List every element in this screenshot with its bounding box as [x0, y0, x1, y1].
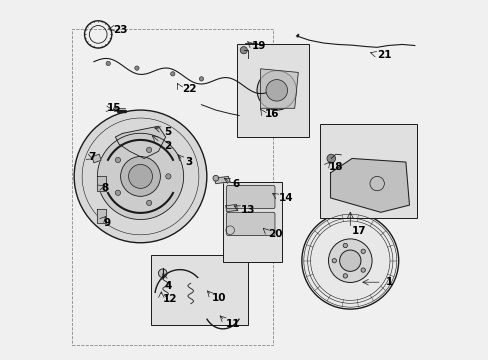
Circle shape — [146, 200, 151, 206]
Text: 17: 17 — [351, 226, 366, 236]
Circle shape — [74, 110, 206, 243]
Text: 20: 20 — [268, 229, 283, 239]
Bar — [151, 255, 247, 325]
Text: 14: 14 — [278, 193, 293, 203]
Circle shape — [135, 66, 139, 70]
Text: 22: 22 — [182, 84, 196, 94]
Text: 15: 15 — [106, 103, 121, 113]
Circle shape — [199, 77, 203, 81]
Circle shape — [115, 190, 121, 195]
Polygon shape — [225, 204, 237, 212]
Bar — [72, 30, 273, 345]
Polygon shape — [115, 126, 165, 158]
Circle shape — [113, 107, 117, 112]
Circle shape — [115, 157, 121, 163]
Text: 1: 1 — [385, 277, 392, 287]
Text: 18: 18 — [328, 162, 343, 172]
Polygon shape — [214, 176, 230, 184]
Polygon shape — [260, 69, 298, 108]
Text: 16: 16 — [264, 109, 279, 119]
Circle shape — [360, 249, 365, 253]
Text: 2: 2 — [163, 141, 171, 151]
Text: 13: 13 — [241, 206, 255, 216]
Text: 19: 19 — [251, 41, 265, 50]
Circle shape — [360, 268, 365, 272]
Text: 21: 21 — [376, 50, 391, 60]
FancyBboxPatch shape — [226, 212, 274, 235]
Circle shape — [339, 250, 360, 271]
Circle shape — [328, 239, 371, 283]
Circle shape — [265, 80, 287, 101]
Text: 4: 4 — [164, 281, 172, 291]
Bar — [319, 125, 416, 218]
Polygon shape — [330, 158, 408, 212]
Text: 8: 8 — [101, 183, 108, 193]
Circle shape — [97, 133, 183, 220]
Circle shape — [212, 175, 218, 181]
Text: 9: 9 — [104, 218, 111, 228]
Text: 10: 10 — [212, 293, 226, 303]
Circle shape — [343, 243, 347, 248]
Circle shape — [170, 72, 175, 76]
Bar — [223, 182, 282, 262]
Text: 7: 7 — [88, 152, 95, 162]
Text: 11: 11 — [225, 319, 240, 329]
Text: 6: 6 — [231, 179, 239, 189]
Text: 12: 12 — [163, 294, 177, 304]
Circle shape — [343, 274, 347, 278]
Polygon shape — [92, 154, 101, 163]
Circle shape — [301, 212, 398, 309]
Circle shape — [121, 157, 160, 196]
Circle shape — [257, 71, 296, 110]
Text: 3: 3 — [185, 157, 192, 167]
Circle shape — [240, 46, 247, 54]
Circle shape — [128, 165, 152, 188]
Polygon shape — [97, 176, 106, 191]
Circle shape — [326, 154, 335, 163]
Text: 23: 23 — [113, 25, 127, 35]
Circle shape — [106, 61, 110, 66]
FancyBboxPatch shape — [226, 185, 274, 209]
Polygon shape — [97, 209, 106, 223]
Circle shape — [331, 258, 336, 263]
Text: 5: 5 — [163, 127, 171, 136]
Circle shape — [158, 269, 167, 278]
Circle shape — [165, 174, 171, 179]
Circle shape — [146, 147, 151, 153]
Bar — [237, 44, 308, 137]
